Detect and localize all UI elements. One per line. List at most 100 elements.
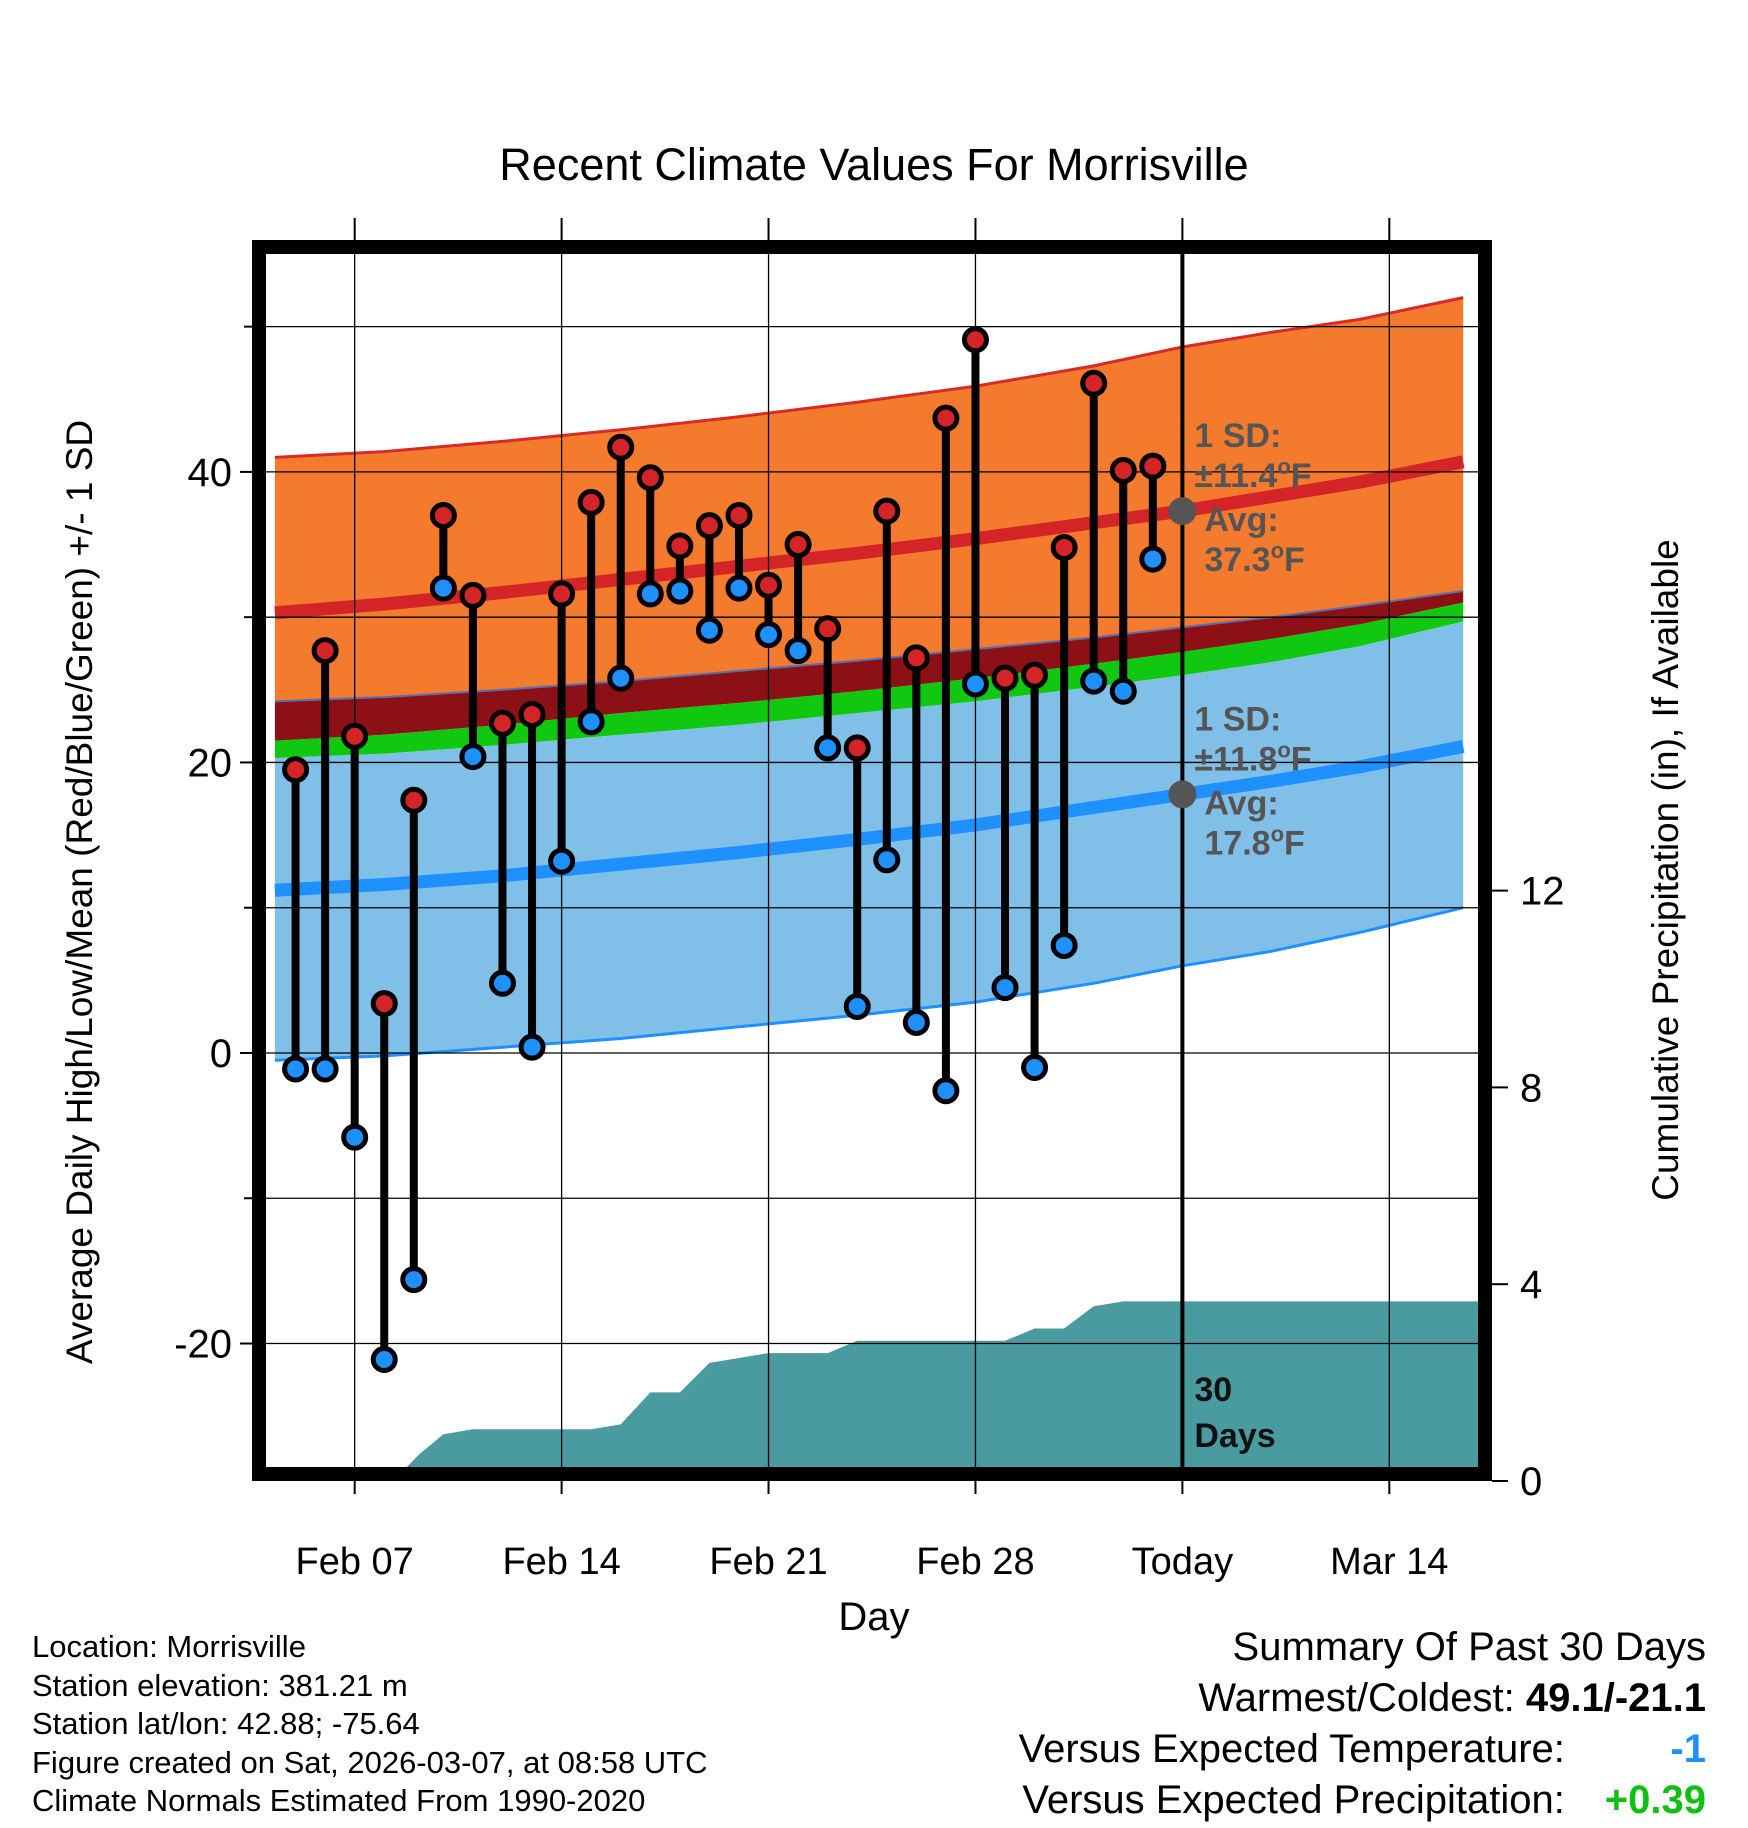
plot-frame: [252, 240, 1492, 1481]
low-temp-point: [341, 1123, 369, 1151]
high-avg-unit: F: [1284, 541, 1305, 579]
low-temp-point: [1139, 545, 1167, 573]
low-avg-degree: o: [1271, 821, 1284, 846]
y-tick-label: 40: [188, 451, 233, 495]
high-temp-point: [518, 701, 546, 729]
summary-warm-cold-row: Warmest/Coldest: 49.1/-21.1: [1019, 1673, 1706, 1724]
high-temp-point: [636, 464, 664, 492]
low-temp-point: [666, 577, 694, 605]
low-temp-point: [873, 846, 901, 874]
y2-axis-label: Cumulative Precipitation (in), If Availa…: [1645, 539, 1686, 1201]
x-tick-label: Today: [1132, 1541, 1233, 1583]
mean-band: [274, 602, 1464, 759]
summary-title: Summary Of Past 30 Days: [1232, 1625, 1706, 1669]
low-temp-point: [636, 580, 664, 608]
high-temp-point: [755, 571, 783, 599]
warm-cold-value: 49.1/-21.1: [1525, 1676, 1706, 1720]
x-axis-label: Day: [838, 1595, 909, 1639]
summary-temp-row: Versus Expected Temperature: -1: [1019, 1724, 1706, 1775]
high-temp-point: [932, 404, 960, 432]
low-temp-point: [607, 664, 635, 692]
low-temp-point: [932, 1077, 960, 1105]
low-sd-label: 1 SD:: [1194, 700, 1281, 738]
high-temp-point: [370, 990, 398, 1018]
high-temp-point: [1109, 456, 1137, 484]
created-text: Figure created on Sat, 2026-03-07, at 08…: [32, 1744, 708, 1780]
low-temp-point: [400, 1266, 428, 1294]
x-tick-label: Feb 21: [709, 1541, 827, 1583]
precip-label: Versus Expected Precipitation:: [1022, 1778, 1565, 1822]
high-temp-point: [459, 581, 487, 609]
temp-value: -1: [1670, 1727, 1706, 1771]
precip-area: [266, 1301, 1478, 1481]
low-temp-point: [961, 670, 989, 698]
high-temp-point: [991, 664, 1019, 692]
low-sd-degree: o: [1277, 737, 1290, 762]
high-avg-today-marker: [1168, 497, 1197, 526]
temp-label: Versus Expected Temperature:: [1018, 1727, 1565, 1771]
low-temp-point: [1021, 1054, 1049, 1082]
low-temp-point: [725, 574, 753, 602]
low-sd-unit: F: [1291, 740, 1312, 778]
high-temp-point: [577, 488, 605, 516]
low-temp-point: [784, 637, 812, 665]
x-tick-label: Feb 14: [502, 1541, 620, 1583]
high-upper-edge: [274, 296, 1464, 459]
high-temp-point: [843, 734, 871, 762]
low-temp-point: [429, 574, 457, 602]
y-axis-label: Average Daily High/Low/Mean (Red/Blue/Gr…: [59, 420, 100, 1364]
high-temp-point: [666, 532, 694, 560]
y-tick-label: -20: [174, 1323, 232, 1367]
low-temp-point: [311, 1055, 339, 1083]
y2-tick-label: 0: [1520, 1460, 1542, 1504]
low-temp-point: [1080, 667, 1108, 695]
window-days-count: 30: [1194, 1371, 1232, 1409]
high-sd-unit: F: [1291, 457, 1312, 495]
latlon-text: Station lat/lon: 42.88; -75.64: [32, 1706, 420, 1741]
high-temp-point: [695, 512, 723, 540]
low-temp-point: [282, 1055, 310, 1083]
low-temp-point: [814, 734, 842, 762]
high-temp-point: [282, 756, 310, 784]
x-tick-label: Feb 28: [916, 1541, 1034, 1583]
high-low-overlap-band: [274, 591, 1464, 741]
low-temp-point: [577, 708, 605, 736]
chart-title: Recent Climate Values For Morrisville: [499, 139, 1248, 190]
low-temp-point: [459, 743, 487, 771]
low-temp-point: [695, 616, 723, 644]
low-avg-unit: F: [1284, 824, 1305, 862]
x-tick-label: Mar 14: [1330, 1541, 1448, 1583]
x-tick-label: Feb 07: [296, 1541, 414, 1583]
warm-cold-label: Warmest/Coldest:: [1198, 1676, 1515, 1720]
high-temp-point: [814, 615, 842, 643]
low-temp-point: [548, 847, 576, 875]
high-avg-value: 37.3oF: [1204, 538, 1304, 579]
station-info: Location: Morrisville Station elevation:…: [32, 1628, 708, 1821]
high-temp-point: [1050, 533, 1078, 561]
high-temp-point: [429, 501, 457, 529]
high-sd-label: 1 SD:: [1194, 417, 1281, 455]
low-avg-today-marker: [1168, 780, 1197, 809]
high-avg-label: Avg:: [1204, 501, 1278, 539]
high-temp-point: [1080, 369, 1108, 397]
low-avg-label: Avg:: [1204, 784, 1278, 822]
precip-value: +0.39: [1604, 1778, 1706, 1822]
low-temp-point: [902, 1008, 930, 1036]
high-sd-value: ±11.4oF: [1194, 454, 1311, 495]
y-tick-label: 20: [188, 741, 233, 785]
high-sd-degree: o: [1277, 454, 1290, 479]
low-temp-point: [755, 621, 783, 649]
high-temp-point: [902, 644, 930, 672]
low-temp-point: [843, 992, 871, 1020]
low-temp-point: [991, 974, 1019, 1002]
high-temp-point: [784, 531, 812, 559]
high-temp-point: [341, 722, 369, 750]
y2-tick-label: 8: [1520, 1066, 1542, 1110]
summary-panel: Summary Of Past 30 Days Warmest/Coldest:…: [1019, 1622, 1706, 1826]
window-days-unit: Days: [1194, 1417, 1275, 1455]
low-avg-value: 17.8oF: [1204, 821, 1304, 862]
summary-precip-row: Versus Expected Precipitation: +0.39: [1019, 1775, 1706, 1826]
low-sd-value: ±11.8oF: [1194, 737, 1311, 778]
